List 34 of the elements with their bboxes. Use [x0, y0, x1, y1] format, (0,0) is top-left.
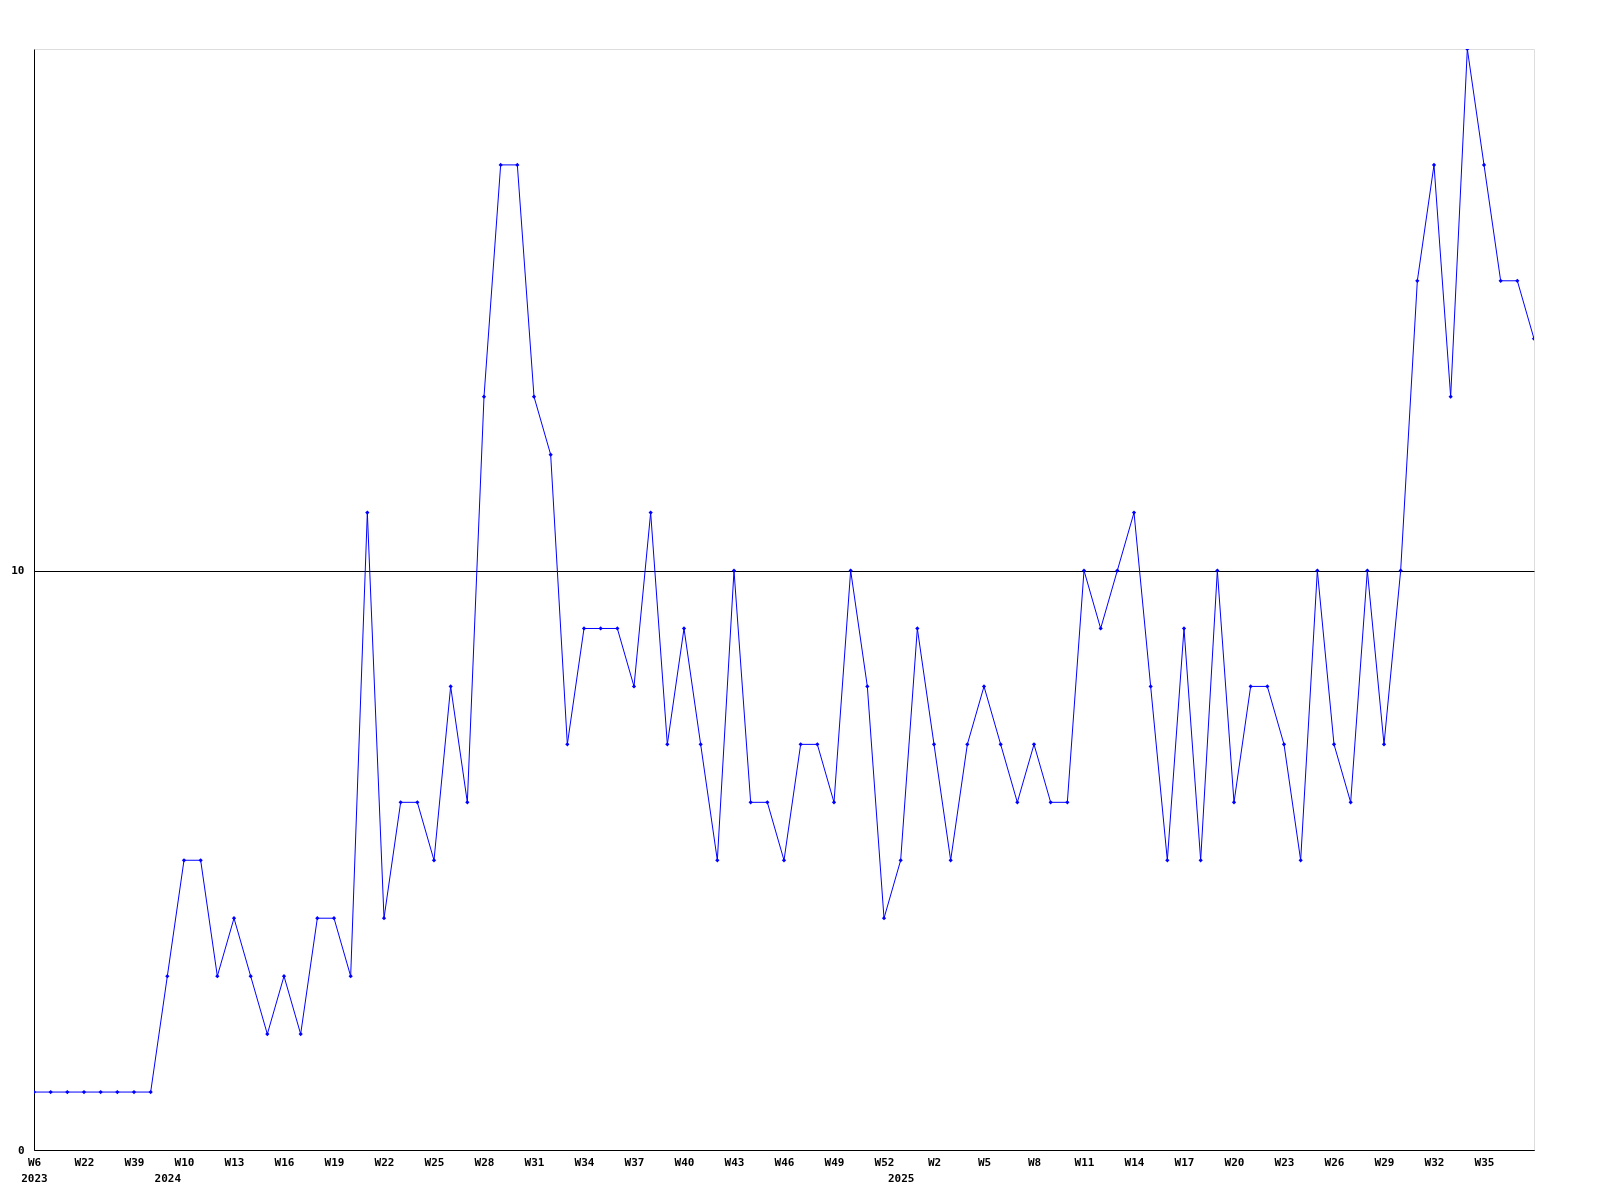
x-tick-label: W25 — [424, 1155, 445, 1169]
x-tick-label: W31 — [524, 1155, 545, 1169]
x-tick-label: W40 — [674, 1155, 695, 1169]
x-tick-label: W43 — [724, 1155, 745, 1169]
x-tick-label: W46 — [774, 1155, 795, 1169]
x-tick-label: W19 — [324, 1155, 345, 1169]
x-tick-label: W16 — [274, 1155, 295, 1169]
x-tick-label: W5 — [977, 1155, 992, 1169]
x-tick-label: W28 — [474, 1155, 495, 1169]
x-tick-label: W52 — [874, 1155, 895, 1169]
x-tick-label: W17 — [1174, 1155, 1195, 1169]
x-tick-label: W35 — [1474, 1155, 1495, 1169]
x-tick-label: W10 — [174, 1155, 195, 1169]
x-tick-label: W20 — [1224, 1155, 1245, 1169]
x-tick-label: W37 — [624, 1155, 645, 1169]
x-tick-label: W23 — [1274, 1155, 1295, 1169]
x-tick-label: W11 — [1074, 1155, 1095, 1169]
y-tick-label: 0 — [17, 1143, 25, 1157]
x-tick-label: W22 — [374, 1155, 395, 1169]
x-tick-label: W34 — [574, 1155, 595, 1169]
x-tick-label: W39 — [124, 1155, 145, 1169]
x-tick-label: W49 — [824, 1155, 845, 1169]
y-tick-label: 10 — [11, 564, 25, 578]
x-tick-label: 2024 — [154, 1171, 182, 1185]
x-tick-label: W22 — [74, 1155, 95, 1169]
x-tick-label: W26 — [1324, 1155, 1345, 1169]
x-tick-label: W29 — [1374, 1155, 1395, 1169]
x-tick-label: W2 — [927, 1155, 942, 1169]
x-tick-label: W6 2023 — [21, 1155, 48, 1185]
x-tick-label: W14 — [1124, 1155, 1145, 1169]
x-tick-label: W8 — [1027, 1155, 1042, 1169]
x-tick-label: 2025 — [887, 1171, 915, 1185]
x-tick-label: W13 — [224, 1155, 245, 1169]
x-tick-label: W32 — [1424, 1155, 1445, 1169]
